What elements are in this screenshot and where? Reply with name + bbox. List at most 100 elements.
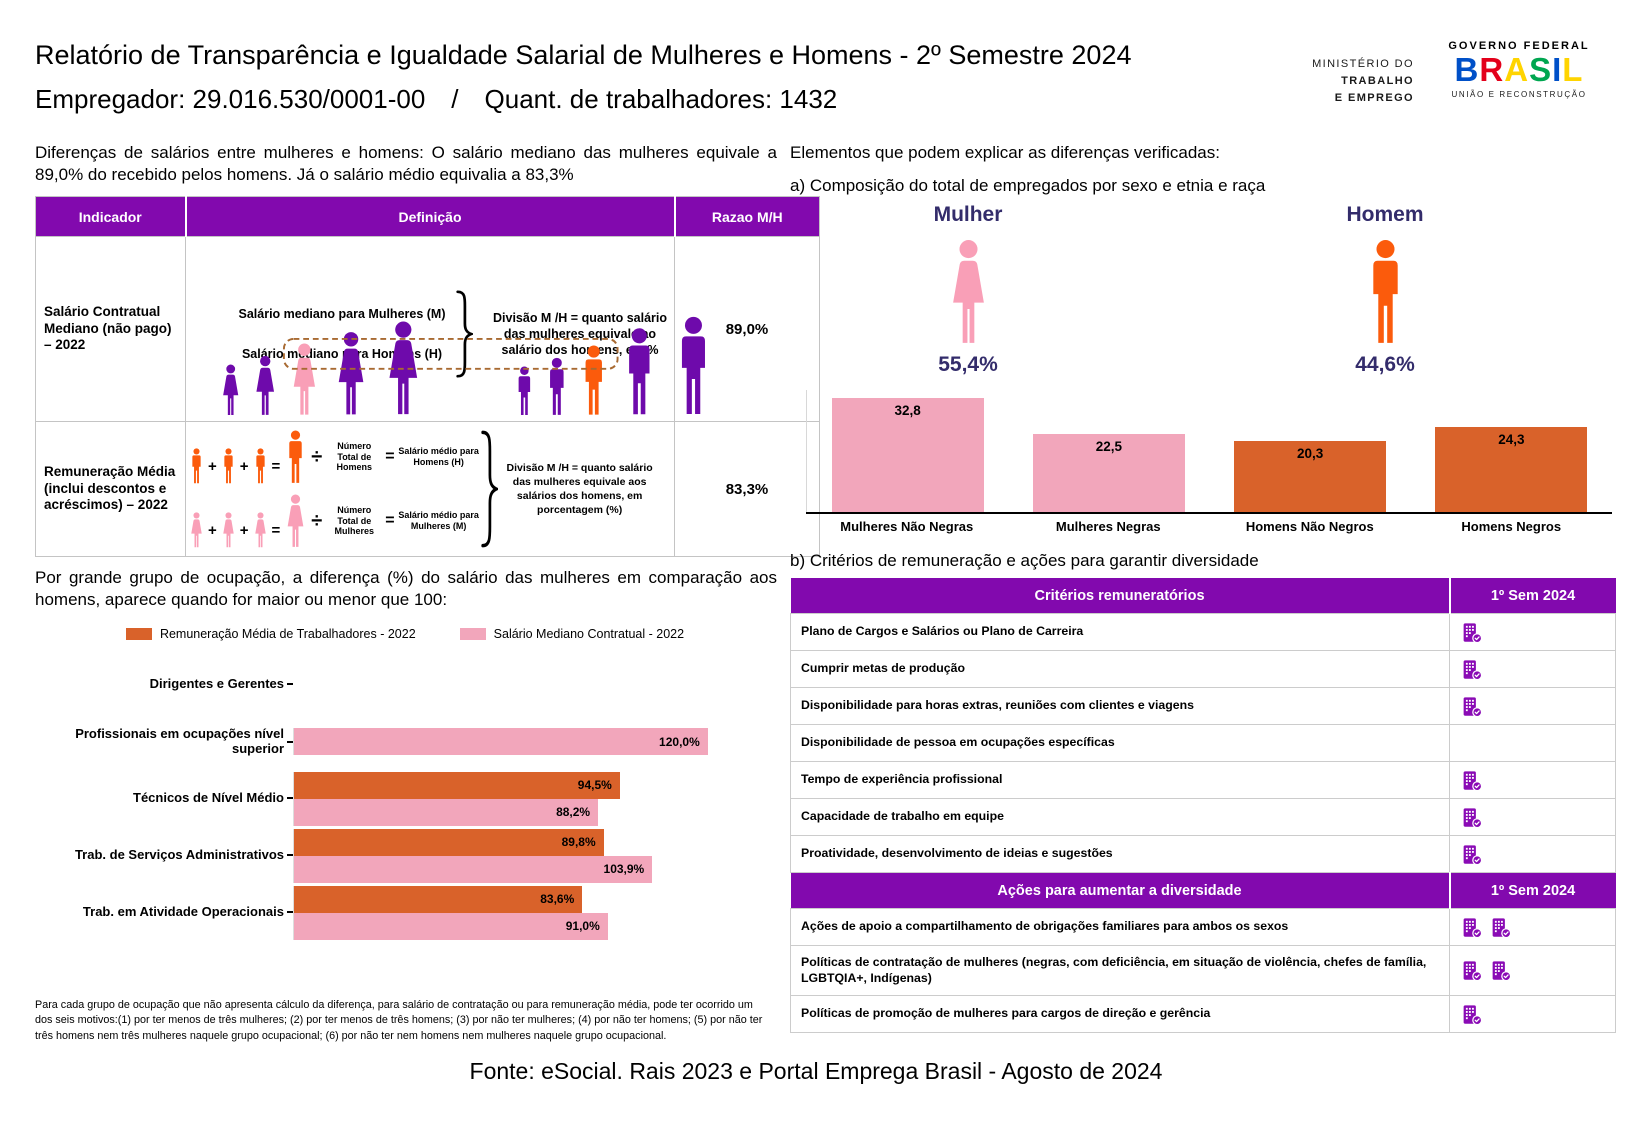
mulher-group: Mulher 55,4% (878, 203, 1058, 377)
criteria-row-value (1449, 761, 1616, 799)
building-check-icon (1462, 917, 1483, 938)
actions-row-value (1449, 908, 1616, 946)
building-check-icon (1491, 960, 1512, 981)
ministry-line3: E EMPREGO (1334, 92, 1414, 105)
median-women-label: Salário mediano para Mulheres (M) (238, 307, 446, 321)
criteria-row-label: Proatividade, desenvolvimento de ideias … (790, 835, 1450, 873)
criteria-row-label: Plano de Cargos e Salários ou Plano de C… (790, 613, 1450, 651)
man-icon (224, 448, 233, 484)
criteria-row-value (1449, 835, 1616, 873)
building-check-icon (1462, 622, 1483, 643)
homem-percentage: 44,6% (1355, 353, 1415, 376)
men-average-diagram: + + = ÷ Número Total de Homens = Salário… (189, 430, 480, 484)
criteria-row-value (1449, 613, 1616, 651)
employer-line: Empregador: 29.016.530/0001-00 / Quant. … (35, 84, 837, 115)
criteria-row-value (1449, 687, 1616, 725)
building-check-icon (1462, 659, 1483, 680)
indicator-median-salary: Salário Contratual Mediano (não pago) – … (35, 236, 186, 422)
criteria-row-label: Disponibilidade para horas extras, reuni… (790, 687, 1450, 725)
occupation-intro: Por grande grupo de ocupação, a diferenç… (35, 568, 777, 610)
salary-difference-intro: Diferenças de salários entre mulheres e … (35, 143, 777, 185)
criteria-row-value (1449, 724, 1616, 762)
women-average-diagram: + + = ÷ Número Total de Mulheres = Salár… (189, 494, 480, 548)
median-men-label: Salário mediano para Homens (H) (241, 347, 443, 361)
men-average-label: Salário médio para Homens (H) (398, 446, 479, 467)
average-definition-cell: + + = ÷ Número Total de Homens = Salário… (185, 421, 675, 557)
composition-chart-axis (806, 512, 1612, 514)
section-a-title: a) Composição do total de empregados por… (790, 176, 1266, 195)
section-b-title: b) Critérios de remuneração e ações para… (790, 551, 1259, 570)
women-average-label: Salário médio para Mulheres (M) (398, 510, 479, 531)
women-count-label: Número Total de Mulheres (334, 504, 375, 537)
building-check-icon (1462, 1004, 1483, 1025)
man-icon (255, 448, 265, 484)
criteria-row-label: Disponibilidade de pessoa em ocupações e… (790, 724, 1450, 762)
gov-brasil-logo: GOVERNO FEDERAL BRASIL UNIÃO E RECONSTRU… (1424, 40, 1614, 99)
median-highlight-box (282, 337, 619, 370)
building-check-icon (1462, 696, 1483, 717)
building-check-icon (1462, 807, 1483, 828)
criteria-row-label: Cumprir metas de produção (790, 650, 1450, 688)
actions-row-value (1449, 995, 1616, 1033)
composition-chart-plot: 32,8 22,5 20,3 24,3 (806, 390, 1612, 512)
actions-row-label: Ações de apoio a compartilhamento de obr… (790, 908, 1450, 946)
building-check-icon (1462, 844, 1483, 865)
homem-group: Homem 44,6% (1295, 203, 1475, 377)
brasil-wordmark: BRASIL (1454, 51, 1584, 88)
female-icon (952, 240, 984, 343)
criteria-row-label: Tempo de experiência profissional (790, 761, 1450, 799)
gov-federal-label: GOVERNO FEDERAL (1448, 40, 1590, 52)
man-icon (192, 448, 201, 484)
actions-header: Ações para aumentar a diversidade (790, 872, 1451, 909)
mulher-label: Mulher (933, 203, 1003, 226)
actions-row-label: Políticas de promoção de mulheres para c… (790, 995, 1450, 1033)
brace-icon (480, 430, 498, 548)
woman-icon (191, 512, 202, 548)
criteria-period: 1º Sem 2024 (1449, 578, 1616, 614)
occupation-bar-chart: Dirigentes e Gerentes Profissionais em oc… (35, 656, 725, 941)
source-footer: Fonte: eSocial. Rais 2023 e Portal Empre… (469, 1058, 1163, 1084)
building-check-icon (1462, 770, 1483, 791)
elements-title: Elementos que podem explicar as diferenç… (790, 143, 1220, 162)
criteria-row-value (1449, 650, 1616, 688)
big-man-icon (289, 430, 303, 483)
criteria-table: Critérios remuneratórios 1º Sem 2024 Pla… (790, 578, 1616, 1033)
occupation-footnote: Para cada grupo de ocupação que não apre… (35, 999, 763, 1042)
col-definicao: Definição (185, 196, 676, 237)
median-people-figures-icon (223, 316, 705, 416)
ministry-line2: TRABALHO (1341, 75, 1414, 88)
median-definition-cell: Salário mediano para Mulheres (M) Salári… (185, 236, 705, 422)
criteria-row-value (1449, 798, 1616, 836)
col-indicador: Indicador (35, 196, 187, 237)
actions-row-label: Políticas de contratação de mulheres (ne… (790, 945, 1450, 996)
occupation-chart-legend: Remuneração Média de Trabalhadores - 202… (35, 627, 775, 641)
gov-slogan: UNIÃO E RECONSTRUÇÃO (1451, 90, 1587, 100)
criteria-header: Critérios remuneratórios (790, 578, 1451, 614)
male-icon (1372, 240, 1398, 343)
workers-count: Quant. de trabalhadores: 1432 (484, 84, 838, 114)
ministry-logo: MINISTÉRIO DO TRABALHO E EMPREGO (1312, 56, 1414, 107)
homem-label: Homem (1346, 203, 1424, 226)
median-division-note: Divisão M /H = quanto salário das mulher… (493, 310, 667, 358)
composition-bar-chart: 32,8 22,5 20,3 24,3 Mulheres Não Negras Mulh… (806, 390, 1612, 534)
col-razao: Razao M/H (674, 196, 820, 237)
woman-icon (223, 512, 234, 548)
criteria-row-label: Capacidade de trabalho em equipe (790, 798, 1450, 836)
employer-cnpj: Empregador: 29.016.530/0001-00 (35, 84, 426, 114)
composition-chart-categories: Mulheres Não Negras Mulheres Negras Homens… (840, 519, 1562, 534)
big-woman-icon (287, 494, 304, 547)
indicator-average-pay: Remuneração Média (inclui descontos e ac… (35, 421, 186, 557)
average-ratio-value: 83,3% (674, 421, 820, 557)
indicator-table: Indicador Definição Razao M/H Salário Co… (35, 196, 820, 557)
building-check-icon (1462, 960, 1483, 981)
average-division-note: Divisão M /H = quanto salário das mulher… (506, 461, 653, 517)
men-count-label: Número Total de Homens (336, 440, 373, 473)
woman-icon (254, 512, 266, 548)
building-check-icon (1491, 917, 1512, 938)
page-title: Relatório de Transparência e Igualdade S… (35, 40, 1132, 70)
ministry-line1: MINISTÉRIO DO (1312, 58, 1414, 70)
actions-period: 1º Sem 2024 (1449, 872, 1616, 909)
mulher-percentage: 55,4% (938, 353, 998, 376)
separator: / (451, 84, 459, 114)
